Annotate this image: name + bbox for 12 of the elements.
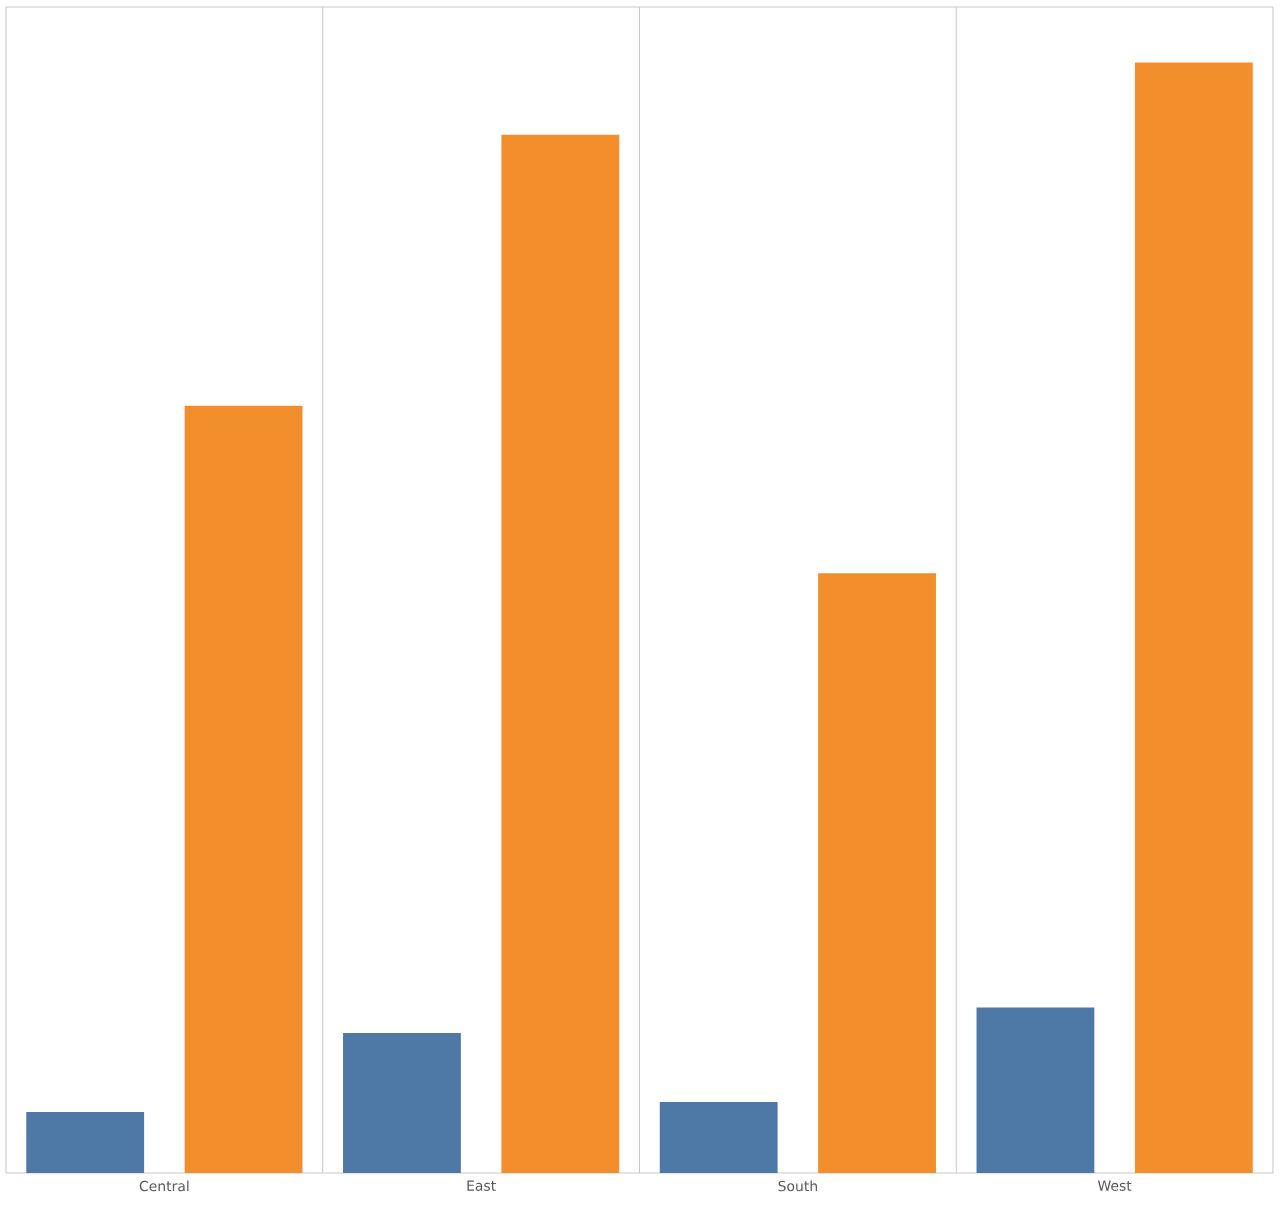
bar [659,1101,778,1173]
bar [976,1007,1095,1173]
x-tick-label: East [467,1180,496,1191]
bar [26,1111,145,1173]
bar [184,405,303,1173]
x-tick-label: South [778,1180,817,1192]
bar [343,1033,461,1173]
bar [1134,62,1253,1173]
bar [818,573,936,1173]
bar [501,134,620,1173]
x-tick-label: Central [139,1180,189,1192]
x-tick-label: West [1097,1180,1132,1191]
